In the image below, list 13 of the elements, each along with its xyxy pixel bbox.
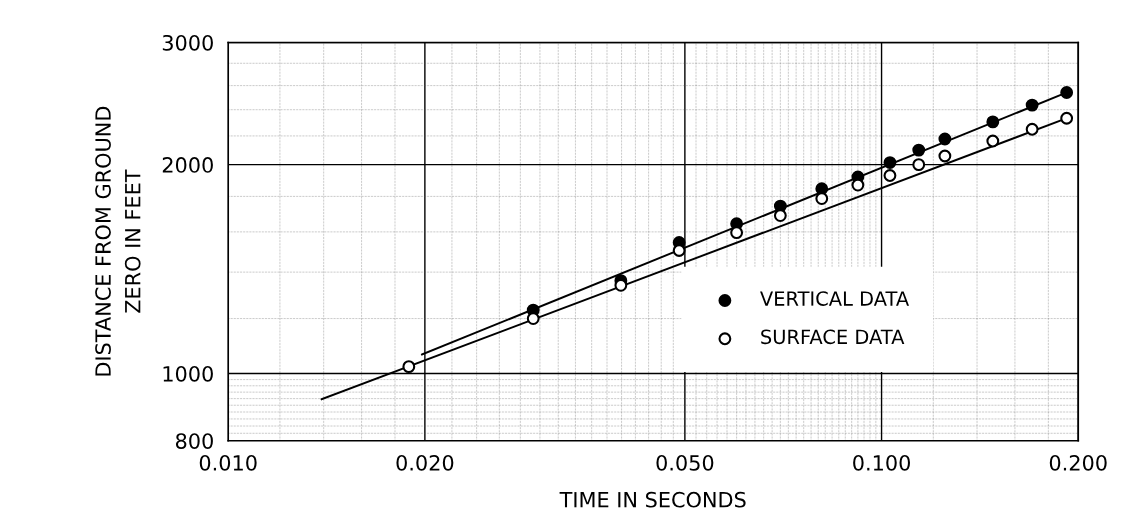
x-tick-label: 0.010 xyxy=(199,454,257,471)
x-tick-label: 0.020 xyxy=(396,454,454,471)
legend-label: VERTICAL DATA xyxy=(760,291,910,306)
y-tick-label: 800 xyxy=(175,433,213,449)
y-tick-label: 1000 xyxy=(163,365,213,382)
y-tick-label: 3000 xyxy=(162,34,213,51)
y-tick-label: 2000 xyxy=(162,157,213,173)
x-tick-label: 0.200 xyxy=(1049,454,1107,471)
y-axis-title: DISTANCE FROM GROUND ZERO IN FEET xyxy=(95,106,141,376)
x-tick-label: 0.050 xyxy=(656,454,714,471)
x-tick-label: 0.100 xyxy=(853,454,910,471)
x-axis-title: TIME IN SECONDS xyxy=(559,491,746,508)
legend-label: SURFACE DATA xyxy=(761,329,905,345)
